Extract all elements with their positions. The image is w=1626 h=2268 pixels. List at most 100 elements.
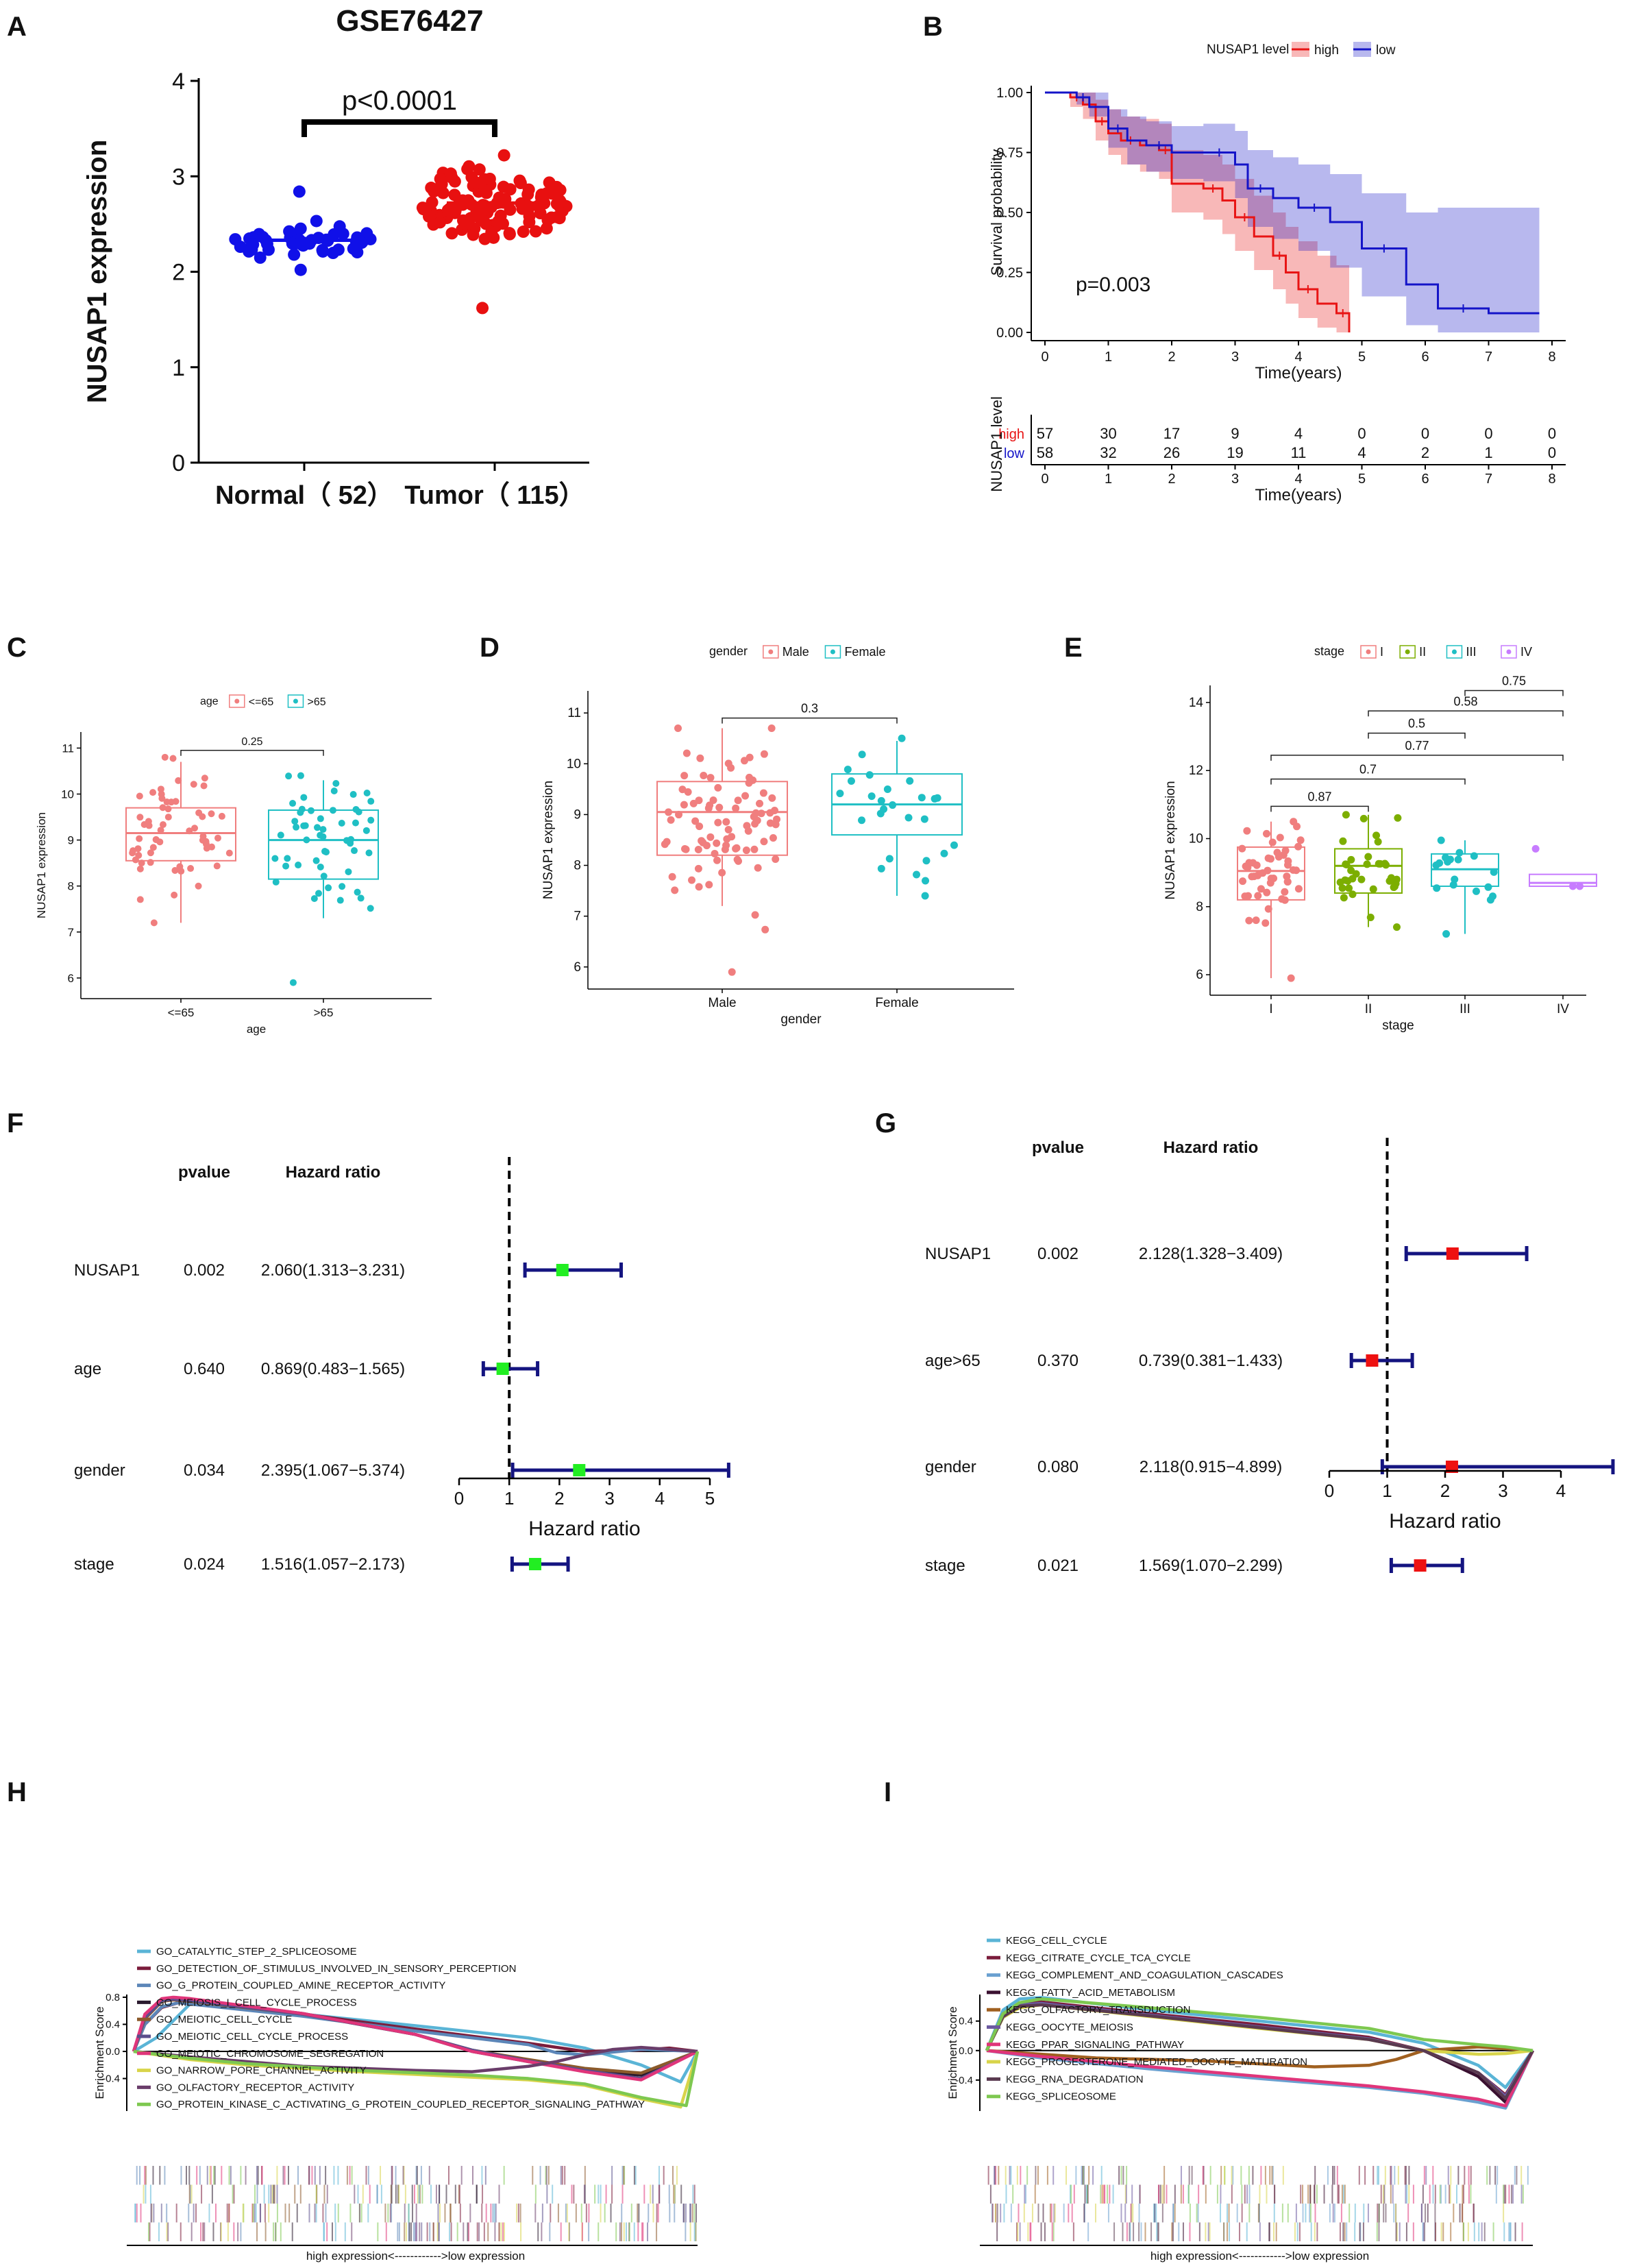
y-tick-label: 0.4: [106, 2019, 120, 2030]
data-point: [705, 881, 713, 889]
x-tick-label: 0: [454, 1488, 464, 1509]
row-label: gender: [74, 1461, 125, 1480]
data-point: [889, 801, 897, 809]
enrichment-curve: [133, 2049, 700, 2108]
data-point: [293, 185, 306, 198]
row-label: age: [74, 1360, 101, 1378]
y-tick-label: 6: [574, 960, 581, 975]
legend-label: GO_NARROW_PORE_CHANNEL_ACTIVITY: [156, 2065, 367, 2077]
data-point: [136, 792, 143, 800]
row-hazard-ratio: 2.128(1.328−3.409): [1139, 1245, 1283, 1263]
data-point: [694, 864, 702, 873]
x-tick-label: I: [1269, 1002, 1272, 1016]
data-point: [1470, 852, 1478, 860]
axis-title-x: gender: [780, 1012, 822, 1027]
comparison-p-value: 0.58: [1453, 694, 1477, 708]
x-tick-label: 1: [1105, 472, 1112, 487]
axis-title-y: Survival probability: [988, 149, 1005, 276]
data-point: [317, 245, 330, 258]
data-point: [746, 773, 754, 781]
legend-key-dot: [293, 698, 298, 704]
data-point: [428, 185, 441, 198]
data-point: [300, 822, 308, 829]
data-point: [434, 216, 447, 229]
data-point: [1357, 875, 1366, 883]
x-tick-label: 2: [554, 1488, 564, 1509]
y-tick-label: 11: [62, 742, 74, 755]
data-point: [773, 815, 781, 823]
data-point: [319, 826, 327, 833]
data-point: [347, 840, 354, 847]
risk-row-label: high: [998, 427, 1024, 442]
data-point: [138, 859, 145, 867]
data-point: [289, 979, 297, 986]
data-point: [750, 845, 759, 853]
panel-letter: H: [7, 1777, 27, 1807]
data-point: [417, 203, 430, 216]
data-point: [733, 855, 741, 864]
data-point: [1340, 894, 1348, 902]
data-point: [136, 865, 144, 873]
data-point: [319, 833, 327, 840]
data-point: [158, 794, 166, 802]
data-point: [352, 805, 360, 813]
risk-value: 26: [1163, 444, 1180, 461]
hazard-ratio-marker: [1446, 1247, 1459, 1260]
data-point: [159, 821, 167, 829]
data-point: [1268, 838, 1277, 846]
x-tick-label: III: [1459, 1002, 1470, 1016]
enrichment-curve: [985, 2003, 1534, 2100]
data-point: [682, 749, 691, 757]
data-point: [1486, 896, 1494, 904]
data-point: [761, 925, 769, 934]
legend-label: low: [1376, 43, 1396, 58]
data-point: [157, 827, 164, 834]
data-point: [767, 724, 776, 732]
risk-value: 17: [1163, 425, 1180, 442]
data-point: [355, 236, 368, 249]
comparison-bracket: [722, 717, 898, 724]
data-point: [191, 825, 199, 832]
data-point: [769, 833, 777, 842]
data-point: [136, 896, 144, 903]
risk-value: 4: [1294, 425, 1303, 442]
legend-label: KEGG_OOCYTE_MEIOSIS: [1006, 2022, 1133, 2034]
legend-label: IV: [1520, 645, 1532, 659]
x-tick-label: 1: [504, 1488, 514, 1509]
risk-value: 9: [1231, 425, 1239, 442]
data-point: [751, 911, 759, 919]
data-point: [695, 883, 703, 891]
data-point: [668, 873, 676, 881]
data-point: [1484, 883, 1492, 891]
enrichment-curve: [985, 1997, 1533, 2052]
risk-value: 0: [1548, 444, 1556, 461]
legend-key-dot: [234, 698, 240, 704]
data-point: [1338, 884, 1346, 892]
data-point: [315, 890, 323, 897]
data-point: [330, 787, 338, 794]
legend-label: KEGG_SPLICEOSOME: [1006, 2091, 1116, 2103]
panel-a: A GSE76427 0 1 2 3 4 Normal（ 52） Tumor（ 115） NUSA…: [7, 4, 589, 510]
data-point: [933, 794, 941, 802]
x-tick-label: 5: [705, 1488, 715, 1509]
axis-title-x: high expression<------------>low express…: [1150, 2249, 1369, 2263]
legend-label: Male: [783, 645, 809, 659]
data-point: [469, 176, 482, 189]
data-point: [136, 814, 144, 821]
data-point: [200, 782, 208, 790]
data-point: [282, 862, 290, 870]
data-point: [201, 775, 208, 782]
data-point: [1372, 831, 1381, 840]
data-point: [715, 803, 724, 812]
legend-label: >65: [307, 696, 325, 708]
data-point: [741, 792, 750, 800]
legend-label: Female: [844, 645, 885, 659]
data-point: [922, 877, 930, 885]
x-tick-label: Normal（ 52）: [215, 481, 393, 510]
axis-title-x: Time(years): [1255, 364, 1342, 382]
data-point: [714, 818, 722, 827]
data-point: [678, 785, 687, 794]
confidence-band: [1045, 93, 1349, 332]
data-point: [254, 251, 267, 264]
